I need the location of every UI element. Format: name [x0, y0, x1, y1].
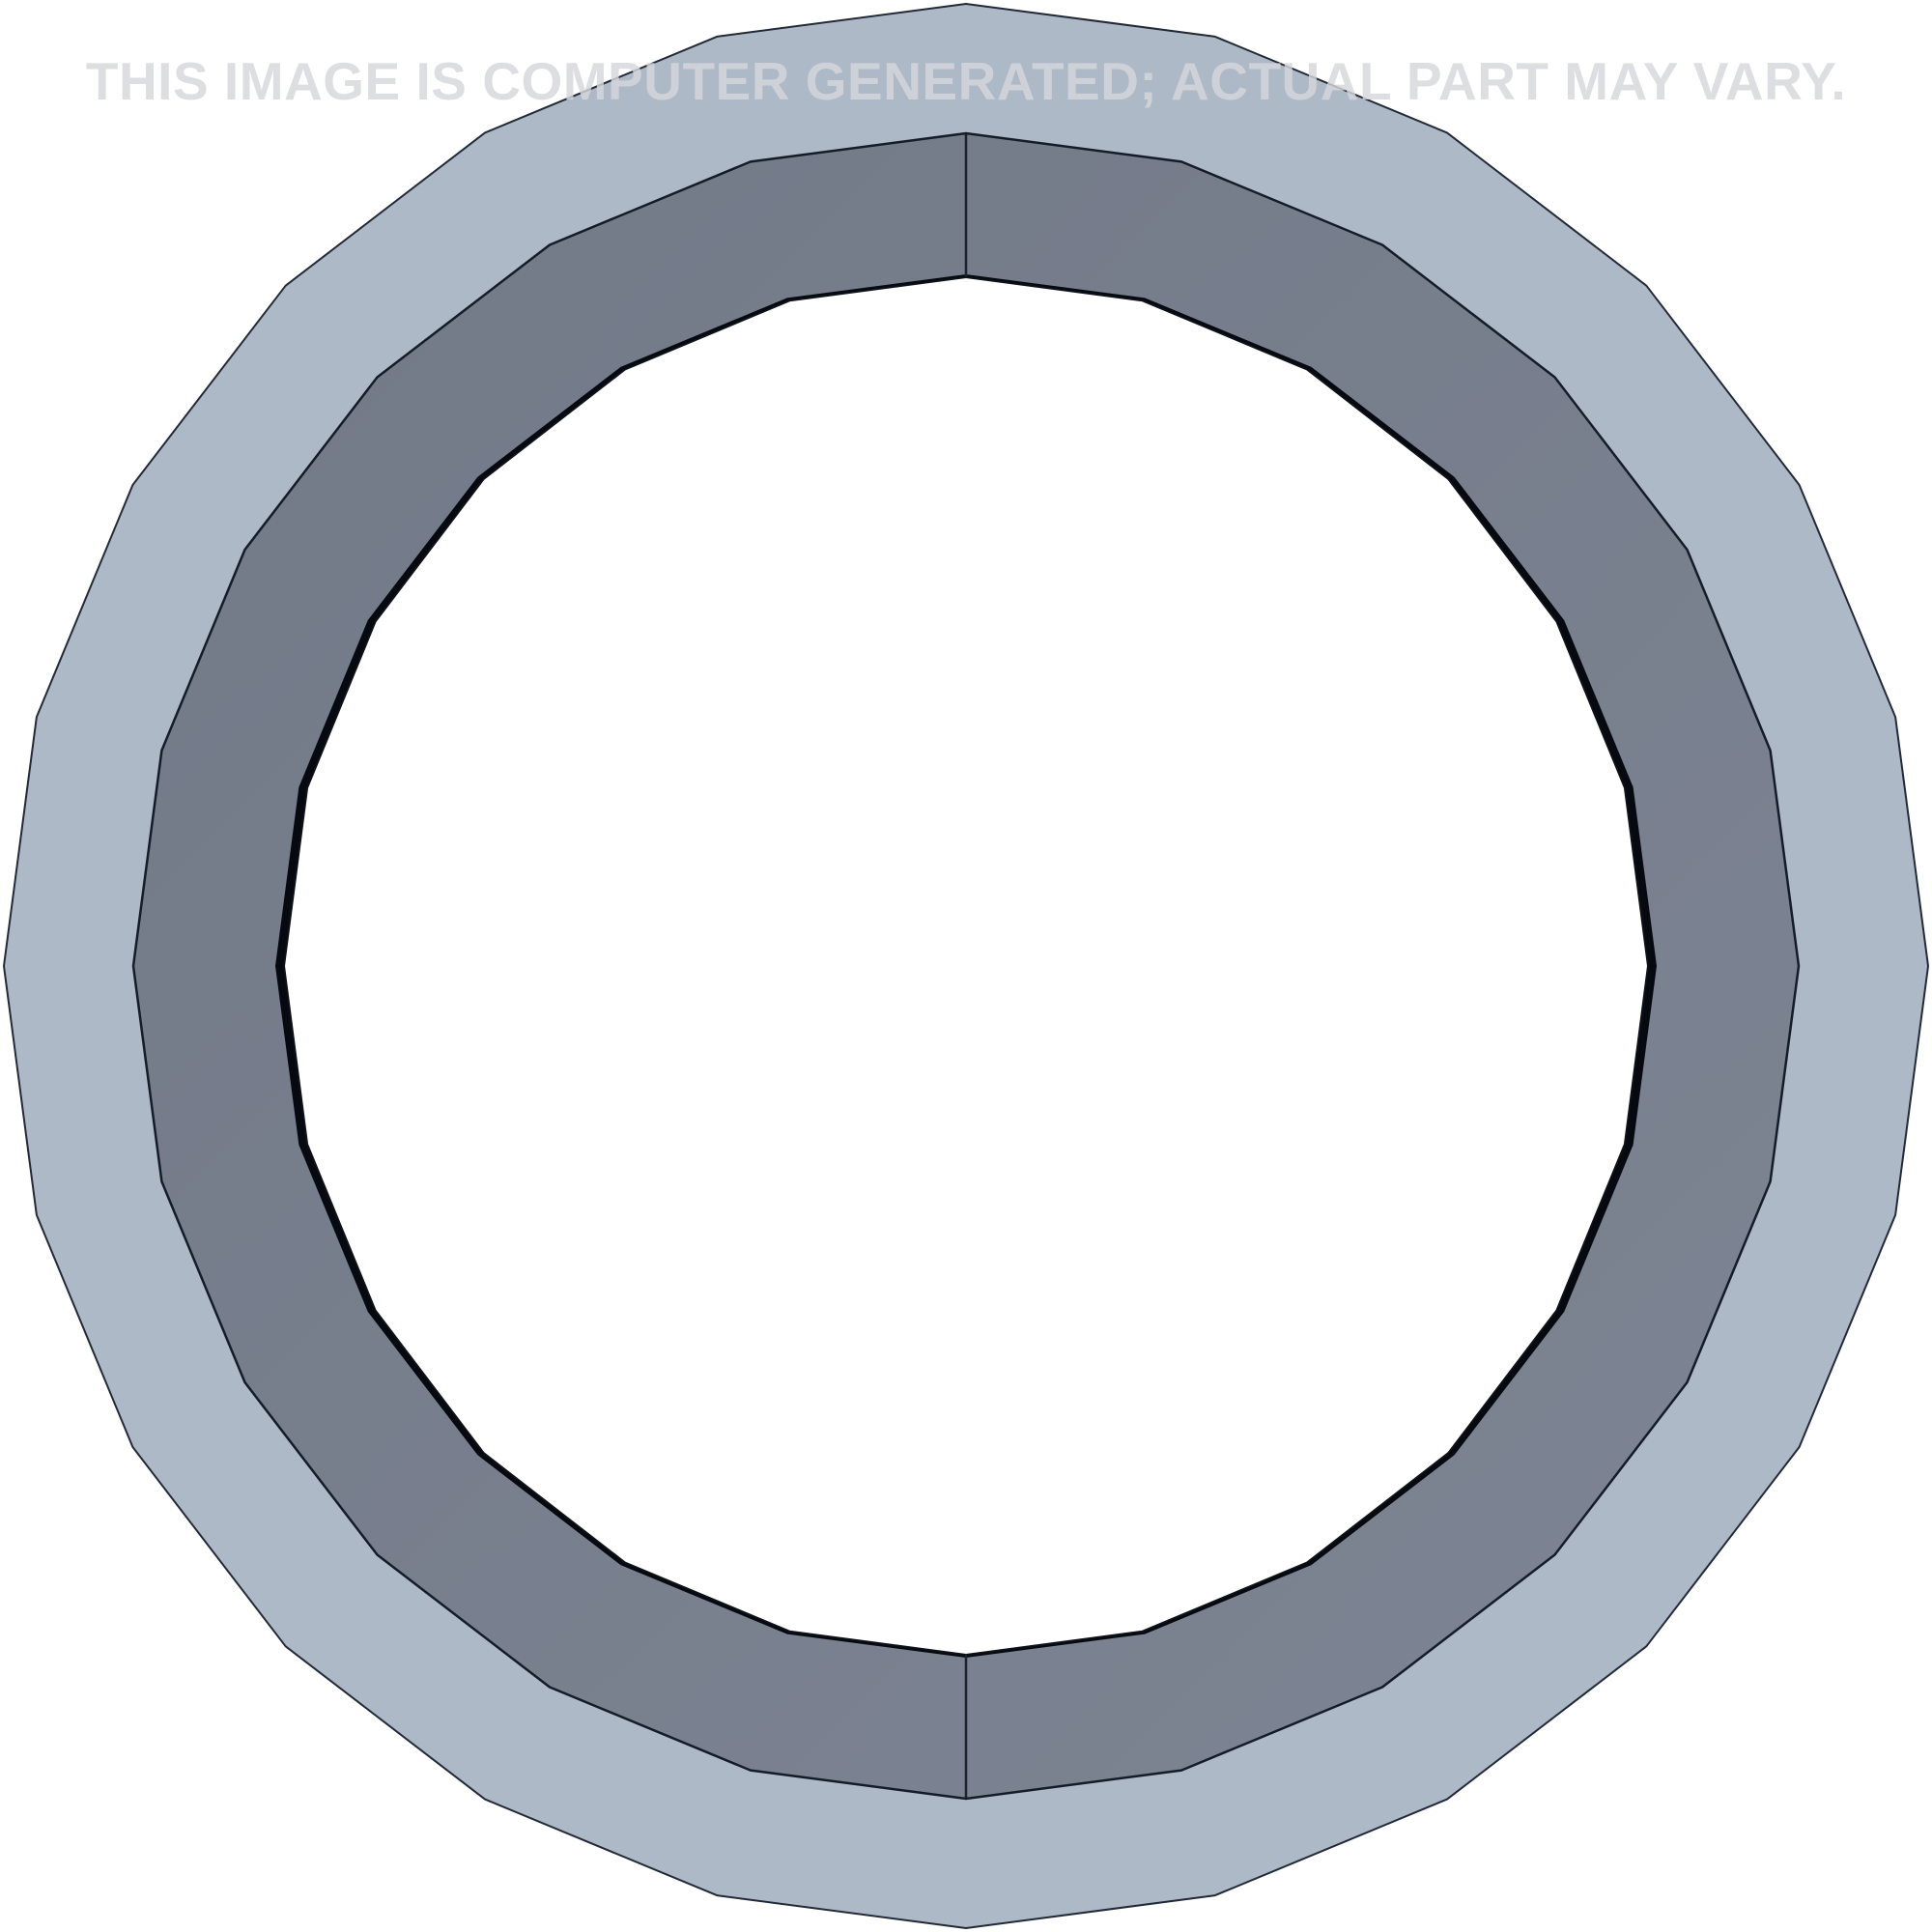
bore-hole	[283, 276, 1649, 1656]
